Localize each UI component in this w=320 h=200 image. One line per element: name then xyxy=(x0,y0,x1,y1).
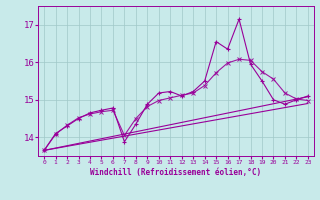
X-axis label: Windchill (Refroidissement éolien,°C): Windchill (Refroidissement éolien,°C) xyxy=(91,168,261,177)
